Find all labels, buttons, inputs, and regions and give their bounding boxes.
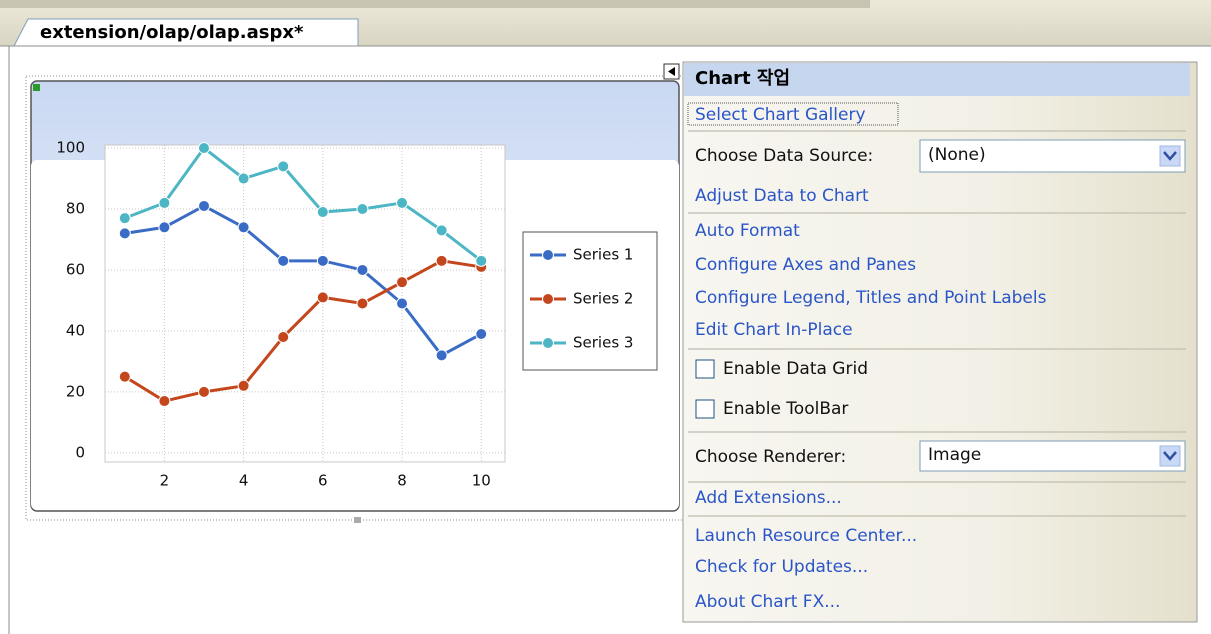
data-point (316, 291, 329, 304)
label: Choose Data Source: (695, 146, 873, 166)
data-point (158, 221, 171, 234)
checkbox-label: Enable ToolBar (723, 399, 848, 419)
data-point (356, 263, 369, 276)
data-point (237, 379, 250, 392)
x-tick-label: 6 (318, 472, 328, 490)
data-point (118, 212, 131, 225)
data-point (118, 227, 131, 240)
data-point (237, 221, 250, 234)
data-point (277, 160, 290, 173)
checkbox-label: Enable Data Grid (723, 359, 868, 379)
data-point (435, 224, 448, 237)
dropdown[interactable] (919, 139, 1186, 173)
panel-title: Chart 작업 (695, 68, 790, 89)
data-point (237, 172, 250, 185)
legend-swatch (542, 293, 554, 305)
x-tick-label: 2 (160, 472, 170, 490)
label: Choose Renderer: (695, 447, 846, 467)
dropdown-button[interactable] (1159, 445, 1181, 467)
series-line (124, 145, 483, 263)
series-line (124, 204, 482, 358)
legend-swatch (542, 249, 554, 261)
series-line (124, 259, 482, 403)
dropdown-arrow (1163, 151, 1177, 161)
legend-swatch (542, 337, 554, 349)
data-point (396, 297, 409, 310)
dropdown-value: Image (928, 445, 981, 465)
data-point (435, 254, 448, 267)
tab-title: extension/olap/olap.aspx* (40, 22, 304, 43)
data-point (396, 196, 409, 209)
data-point (158, 395, 171, 408)
legend-label: Series 2 (573, 290, 633, 308)
checkbox[interactable] (695, 399, 715, 419)
x-tick-label: 10 (472, 472, 491, 490)
collapse-arrow (668, 67, 675, 76)
link[interactable]: Configure Legend, Titles and Point Label… (695, 288, 1047, 308)
link[interactable]: About Chart FX... (695, 592, 840, 612)
link[interactable]: Check for Updates... (695, 557, 868, 577)
link[interactable]: Add Extensions... (695, 488, 842, 508)
data-point (316, 254, 329, 267)
link[interactable]: Auto Format (695, 221, 800, 241)
data-point (158, 196, 171, 209)
data-point (277, 331, 290, 344)
y-tick-label: 60 (66, 260, 85, 278)
smart-tag[interactable] (33, 84, 40, 91)
y-tick-label: 40 (66, 321, 85, 339)
data-point (198, 199, 211, 212)
data-point (356, 203, 369, 216)
panel-header (684, 63, 1190, 96)
link[interactable]: Select Chart Gallery (695, 105, 866, 125)
y-tick-label: 80 (66, 200, 85, 218)
data-point (435, 349, 448, 362)
x-tick-label: 4 (239, 472, 249, 490)
y-tick-label: 100 (56, 139, 85, 157)
data-point (198, 385, 211, 398)
resize-handle (354, 517, 361, 523)
link[interactable]: Edit Chart In-Place (695, 320, 853, 340)
legend-label: Series 3 (573, 334, 633, 352)
checkbox[interactable] (695, 359, 715, 379)
data-point (475, 254, 488, 267)
data-point (475, 327, 488, 340)
data-point (396, 276, 409, 289)
focus-rect (687, 102, 899, 126)
data-point (277, 254, 290, 267)
dropdown-value: (None) (928, 145, 986, 165)
x-tick-label: 8 (397, 472, 407, 490)
link[interactable]: Configure Axes and Panes (695, 255, 916, 275)
strip-edge (0, 0, 870, 8)
data-point (118, 370, 131, 383)
data-point (198, 142, 211, 155)
data-point (356, 297, 369, 310)
data-point (316, 206, 329, 219)
link[interactable]: Adjust Data to Chart (695, 186, 869, 206)
legend-label: Series 1 (573, 246, 633, 264)
y-tick-label: 0 (75, 443, 85, 461)
plot-area (104, 144, 506, 463)
dropdown[interactable] (919, 440, 1186, 472)
dropdown-button[interactable] (1159, 145, 1181, 167)
y-tick-label: 20 (66, 382, 85, 400)
link[interactable]: Launch Resource Center... (695, 526, 917, 546)
dropdown-arrow (1163, 451, 1177, 461)
